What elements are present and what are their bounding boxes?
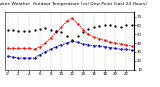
Text: Milwaukee Weather  Outdoor Temperature (vs) Dew Point (Last 24 Hours): Milwaukee Weather Outdoor Temperature (v… xyxy=(0,2,147,6)
